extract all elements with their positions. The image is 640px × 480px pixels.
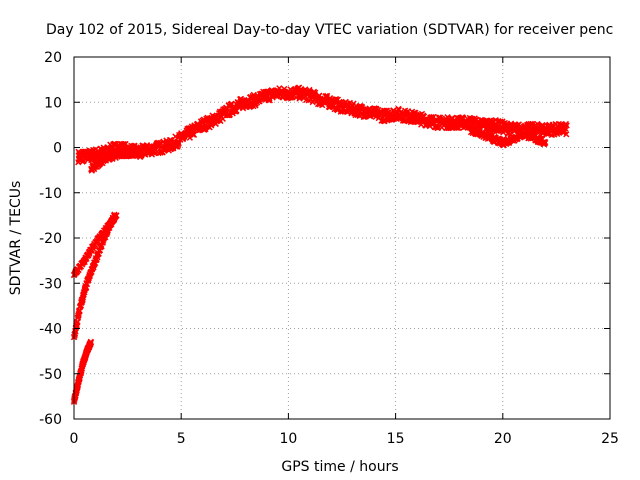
- x-tick-label: 5: [177, 431, 186, 447]
- axis-ticks: [73, 56, 611, 420]
- y-tick-label: -20: [39, 231, 62, 247]
- x-tick-label: 10: [279, 431, 297, 447]
- x-tick-label: 15: [387, 431, 405, 447]
- x-axis-label: GPS time / hours: [281, 459, 398, 475]
- data-point: [256, 98, 263, 105]
- data-point: [563, 122, 570, 129]
- data-point: [233, 107, 240, 114]
- series-lowest-branch: [70, 338, 95, 405]
- y-tick-label: -10: [39, 186, 62, 202]
- y-tick-label: -30: [39, 276, 62, 292]
- y-tick-label: 10: [44, 95, 62, 111]
- data-point: [542, 139, 549, 146]
- x-tick-labels: 0 5 10 15 20 25: [70, 431, 619, 447]
- y-tick-label: -50: [39, 367, 62, 383]
- series-afternoon-dip: [467, 124, 549, 149]
- data-point: [87, 339, 95, 346]
- x-tick-label: 25: [601, 431, 619, 447]
- data-point: [175, 141, 182, 149]
- y-axis-label: SDTVAR / TECUs: [8, 181, 24, 296]
- data-point: [111, 211, 118, 218]
- x-tick-label: 20: [494, 431, 512, 447]
- series-main-trend: [75, 84, 570, 166]
- chart-title: Day 102 of 2015, Sidereal Day-to-day VTE…: [46, 22, 613, 38]
- x-tick-label: 0: [70, 431, 79, 447]
- data-point: [563, 131, 570, 138]
- y-tick-label: 20: [44, 50, 62, 66]
- data-point: [139, 150, 146, 157]
- series-steep-branch: [70, 211, 118, 341]
- y-tick-label: -60: [39, 412, 62, 428]
- data-points: [70, 84, 570, 405]
- y-tick-label: 0: [53, 141, 62, 157]
- y-tick-labels: -60 -50 -40 -30 -20 -10 0 10 20: [39, 50, 62, 428]
- y-tick-label: -40: [39, 322, 62, 338]
- series-lower-wiggle: [88, 145, 146, 174]
